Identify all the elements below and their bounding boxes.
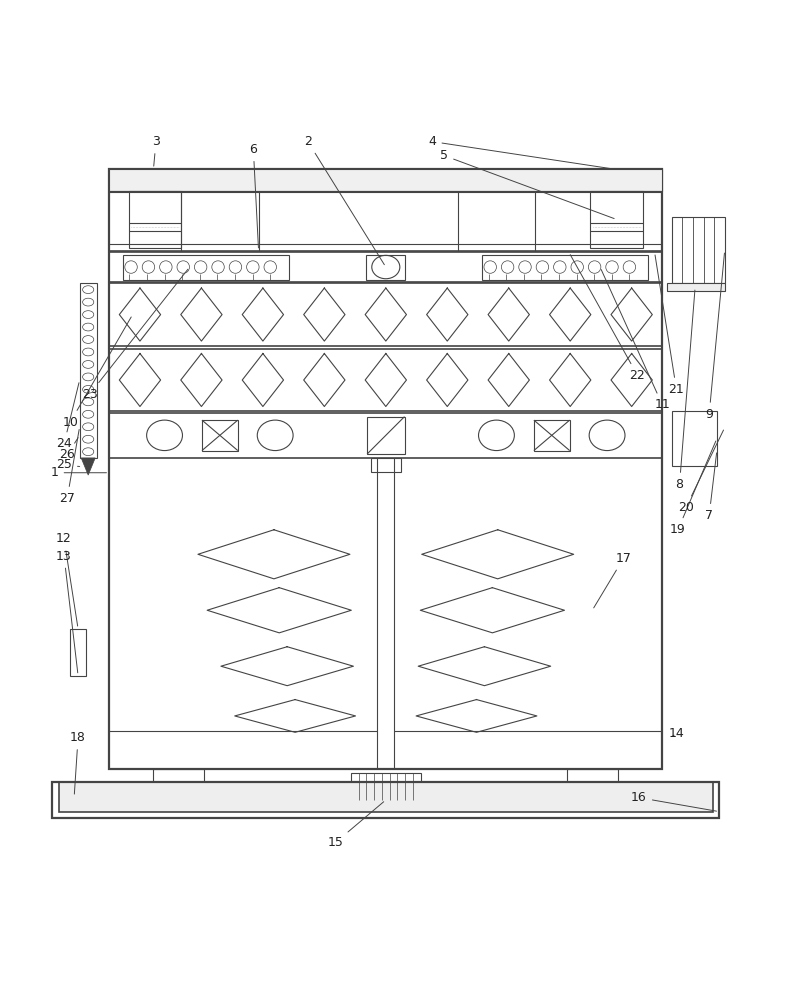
Text: 27: 27 bbox=[59, 429, 80, 505]
Text: 8: 8 bbox=[676, 290, 695, 491]
Bar bbox=[129, 191, 181, 248]
Text: 10: 10 bbox=[62, 317, 131, 429]
Text: 11: 11 bbox=[601, 270, 670, 411]
Bar bbox=[667, 283, 725, 291]
Bar bbox=[70, 629, 86, 676]
Text: 6: 6 bbox=[250, 143, 258, 248]
Bar bbox=[672, 217, 725, 283]
Text: 19: 19 bbox=[670, 441, 716, 536]
Text: 7: 7 bbox=[705, 453, 716, 522]
Text: 16: 16 bbox=[631, 791, 716, 811]
Text: 20: 20 bbox=[678, 430, 723, 514]
Text: 17: 17 bbox=[594, 552, 631, 608]
Bar bbox=[366, 255, 405, 280]
Bar bbox=[367, 417, 405, 454]
Bar bbox=[483, 255, 649, 280]
Bar bbox=[80, 283, 97, 458]
Bar bbox=[534, 420, 570, 451]
Text: 21: 21 bbox=[655, 255, 684, 396]
Text: 5: 5 bbox=[440, 149, 615, 219]
Bar bbox=[351, 773, 421, 800]
Text: 14: 14 bbox=[669, 727, 684, 740]
Text: 13: 13 bbox=[56, 550, 78, 673]
Text: 26: 26 bbox=[60, 438, 78, 461]
Polygon shape bbox=[81, 458, 95, 475]
Text: 2: 2 bbox=[304, 135, 384, 265]
Bar bbox=[59, 782, 713, 812]
Text: 9: 9 bbox=[705, 253, 724, 421]
Text: 22: 22 bbox=[570, 255, 646, 382]
Text: 25: 25 bbox=[56, 458, 80, 471]
Bar bbox=[202, 420, 238, 451]
Bar bbox=[153, 769, 204, 800]
Text: 24: 24 bbox=[56, 383, 79, 450]
Text: 12: 12 bbox=[56, 532, 78, 626]
Text: 15: 15 bbox=[328, 802, 384, 849]
Bar bbox=[371, 458, 401, 472]
Text: 23: 23 bbox=[82, 269, 188, 401]
Bar bbox=[52, 782, 719, 818]
Bar bbox=[123, 255, 289, 280]
Text: 3: 3 bbox=[152, 135, 160, 166]
Bar bbox=[568, 769, 619, 800]
Text: 1: 1 bbox=[51, 466, 107, 479]
Bar bbox=[672, 411, 717, 466]
Bar bbox=[109, 169, 662, 769]
Text: 4: 4 bbox=[429, 135, 610, 168]
Text: 18: 18 bbox=[70, 731, 86, 794]
Bar bbox=[109, 169, 662, 191]
Bar bbox=[591, 191, 643, 248]
